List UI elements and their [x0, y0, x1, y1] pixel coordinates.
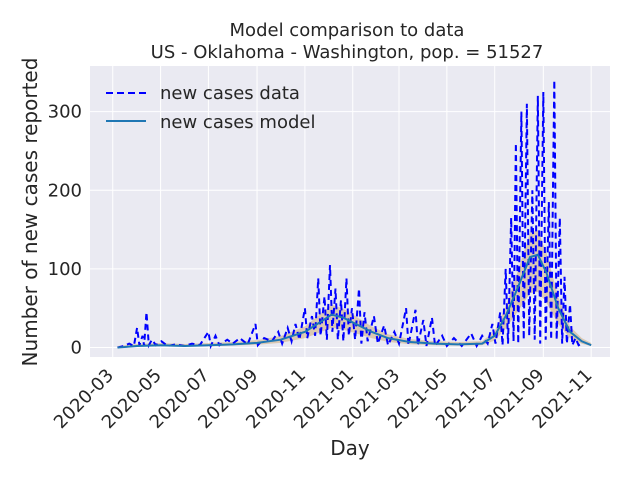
legend: new cases data new cases model — [106, 83, 315, 133]
y-axis-label: Number of new cases reported — [18, 58, 42, 367]
x-axis-label: Day — [330, 436, 370, 460]
y-tick-label: 300 — [48, 102, 82, 123]
series-line-new-cases-data — [117, 80, 583, 350]
legend-label-data: new cases data — [160, 83, 300, 104]
y-tick-label: 100 — [48, 259, 82, 280]
series-lines — [117, 80, 592, 350]
y-tick-labels: 0 100 200 300 — [48, 102, 82, 359]
x-tick-labels: 2020-032020-052020-072020-092020-112021-… — [50, 365, 596, 433]
chart-title-line1: Model comparison to data — [230, 20, 465, 41]
chart-title-line2: US - Oklahoma - Washington, pop. = 51527 — [151, 42, 544, 63]
y-tick-label: 200 — [48, 180, 82, 201]
y-tick-label: 0 — [71, 338, 82, 359]
grid-lines — [90, 66, 610, 357]
legend-label-model: new cases model — [160, 112, 315, 133]
series-line-new-cases-model — [117, 253, 592, 349]
